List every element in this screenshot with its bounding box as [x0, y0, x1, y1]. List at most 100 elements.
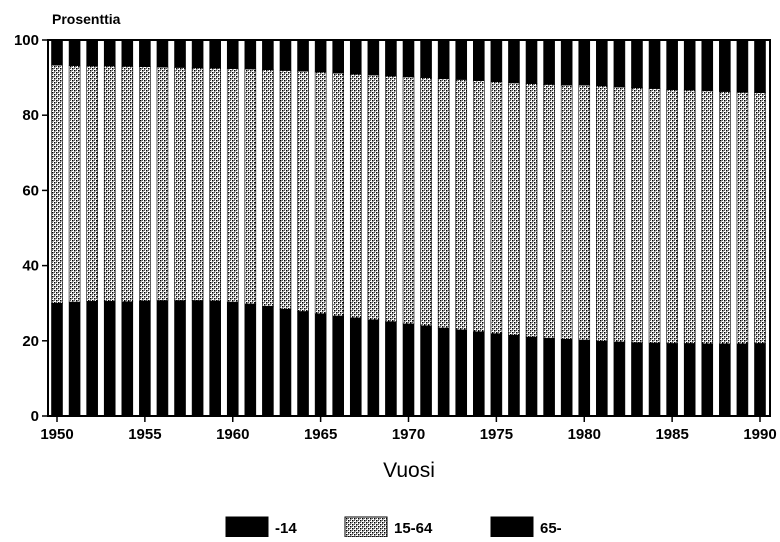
y-tick-label: 80	[22, 107, 39, 124]
bar-segment	[472, 39, 485, 81]
bar-segment	[719, 39, 731, 92]
bar-segment	[367, 319, 380, 417]
bar-segment	[525, 83, 538, 338]
bar-segment	[174, 300, 186, 417]
bar-segment	[226, 301, 239, 417]
bar-segment	[631, 342, 643, 417]
bar-segment	[666, 89, 678, 344]
bar-segment	[244, 39, 257, 70]
legend-label: -14	[275, 520, 297, 537]
bar-segment	[279, 39, 292, 71]
bar-segment	[719, 343, 731, 417]
bar-segment	[543, 84, 555, 339]
bar-segment	[525, 336, 538, 417]
bar-segment	[279, 308, 292, 417]
bar-segment	[156, 300, 169, 417]
legend: -14 15-64 65-	[225, 516, 562, 538]
bar-segment	[349, 39, 362, 75]
bar-segment	[508, 334, 520, 417]
bar-segment	[754, 343, 766, 417]
bar-segment	[349, 317, 362, 417]
bar-segment	[86, 301, 98, 417]
bar-segment	[68, 39, 81, 66]
bar-segment	[596, 85, 608, 342]
bar-segment	[472, 80, 485, 333]
bar-segment	[332, 72, 345, 317]
bar-segment	[420, 77, 432, 327]
bar-segment	[121, 39, 134, 67]
bar-segment	[736, 343, 749, 417]
bar-segment	[139, 300, 151, 417]
y-tick-label: 0	[31, 408, 39, 425]
bar-segment	[385, 39, 397, 77]
bar-segment	[631, 39, 643, 89]
x-tick-label: 1965	[304, 426, 337, 443]
bar-segment	[367, 39, 380, 76]
bar-segment	[314, 39, 327, 73]
x-axis: 1950 1955 1960 1965 1970 1975 1980 1985 1990	[40, 416, 777, 443]
bar-segment	[51, 64, 63, 304]
bar-segment	[437, 39, 450, 80]
bar-segment	[156, 39, 169, 68]
bar-segment	[103, 301, 116, 417]
bar-segment	[701, 343, 714, 417]
x-axis-title: Vuosi	[383, 459, 435, 482]
bar-segment	[86, 39, 98, 67]
x-tick-label: 1980	[568, 426, 601, 443]
y-axis: 0 20 40 60 80 100	[14, 32, 48, 425]
bar-segment	[508, 39, 520, 84]
bar-segment	[402, 39, 415, 78]
bar-segment	[455, 329, 468, 417]
bar-segment	[51, 302, 63, 417]
bar-segment	[86, 65, 98, 302]
bar-segment	[543, 39, 555, 85]
bar-segment	[613, 341, 626, 417]
bar-segment	[613, 86, 626, 343]
bar-segment	[226, 68, 239, 303]
bar-segment	[701, 39, 714, 92]
bar-segment	[139, 39, 151, 68]
bar-segment	[596, 39, 608, 87]
bar-segment	[279, 70, 292, 310]
bar-segment	[666, 343, 678, 417]
bar-segment	[103, 39, 116, 67]
y-tick-label: 40	[22, 258, 39, 275]
bar-segment	[262, 305, 274, 417]
bar-segment	[139, 66, 151, 302]
bar-segment	[648, 342, 661, 417]
bar-segment	[244, 303, 257, 417]
x-tick-label: 1970	[392, 426, 425, 443]
bar-segment	[209, 300, 221, 417]
bar-segment	[472, 331, 485, 417]
bar-segment	[596, 340, 608, 417]
bar-segment	[297, 311, 309, 417]
bar-segment	[51, 39, 63, 66]
legend-swatch	[225, 516, 269, 538]
bar-segment	[508, 82, 520, 336]
bar-segment	[156, 66, 169, 301]
legend-swatch	[344, 516, 388, 538]
legend-swatch	[490, 516, 534, 538]
x-tick-label: 1960	[216, 426, 249, 443]
bar-segment	[121, 301, 134, 417]
bar-segment	[174, 39, 186, 68]
bar-segment	[121, 66, 134, 303]
y-axis-title: Prosenttia	[52, 11, 121, 27]
bar-segment	[209, 67, 221, 302]
bar-segment	[314, 71, 327, 315]
bar-segment	[402, 76, 415, 325]
bar-segment	[683, 39, 696, 91]
bar-segment	[420, 325, 432, 417]
bar-segment	[455, 79, 468, 331]
legend-label: 15-64	[394, 520, 433, 537]
bar-segment	[543, 337, 555, 417]
x-tick-label: 1955	[128, 426, 161, 443]
bar-segment	[332, 39, 345, 74]
bar-segment	[578, 339, 591, 417]
x-tick-label: 1990	[743, 426, 776, 443]
bar-segment	[560, 338, 573, 417]
bar-segment	[349, 73, 362, 319]
bar-segment	[402, 323, 415, 417]
bar-segment	[226, 39, 239, 69]
